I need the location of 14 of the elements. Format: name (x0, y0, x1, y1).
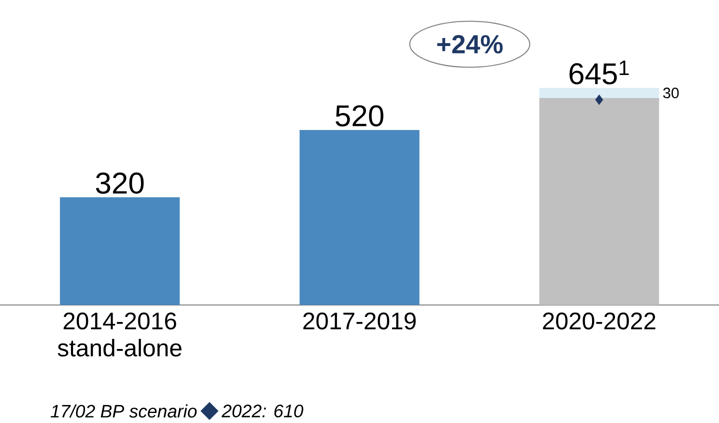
bar (539, 88, 660, 98)
annotation: +24% (437, 35, 503, 54)
bar (539, 98, 660, 305)
bar (300, 130, 420, 305)
data-label: 520 (336, 105, 384, 126)
x-tick-label: 2014-2016 stand-alone (58, 312, 182, 357)
bar (60, 197, 180, 305)
data-label: 320 (96, 172, 144, 194)
x-tick-label: 2017-2019 (303, 312, 416, 330)
legend-title: 17/02 BP scenario (50, 404, 197, 418)
legend-label: 2022: 610 (222, 404, 304, 418)
data-label: 30 (663, 88, 679, 98)
total-label: 645$^{1}$ (570, 60, 629, 84)
x-tick-label: 2020-2022 (542, 312, 656, 330)
